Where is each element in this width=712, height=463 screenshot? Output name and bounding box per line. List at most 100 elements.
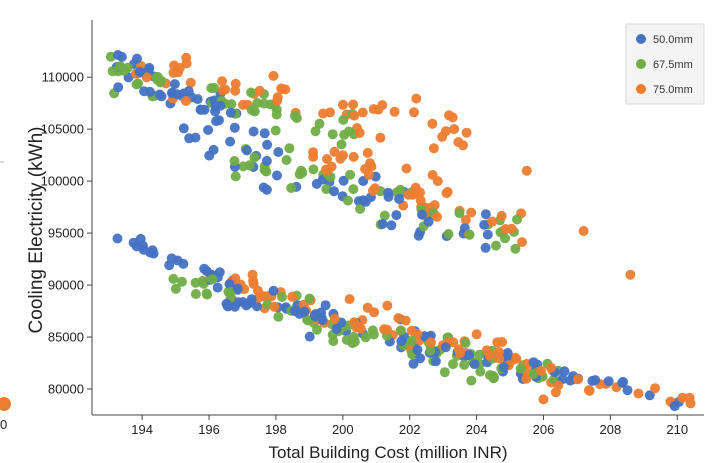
data-point-67-5mm [273,311,284,322]
data-point-75-0mm [185,77,196,88]
y-tick-label: 85000 [48,330,84,345]
data-point-75-0mm [444,110,454,121]
data-point-75-0mm [389,106,400,117]
data-point-50-0mm [391,210,402,221]
data-point-67-5mm [339,129,350,140]
data-point-75-0mm [181,96,191,106]
data-point-50-0mm [440,342,451,353]
x-tick-label: 196 [198,422,220,437]
data-point-50-0mm [360,196,371,207]
data-points [105,50,696,412]
data-point-75-0mm [411,93,422,104]
data-point-75-0mm [650,383,661,394]
data-point-75-0mm [382,300,393,311]
data-point-50-0mm [229,301,240,312]
data-point-50-0mm [199,263,210,274]
data-point-50-0mm [268,285,279,296]
y-axis-title: Cooling Electricity (kWh) [26,127,47,334]
data-point-50-0mm [208,144,219,155]
data-point-50-0mm [528,357,539,368]
data-point-50-0mm [482,229,493,240]
x-tick-label: 202 [399,422,421,437]
data-point-75-0mm [536,365,546,376]
data-point-67-5mm [345,169,356,180]
data-point-75-0mm [377,100,388,111]
x-tick-label: 204 [466,422,488,437]
data-point-75-0mm [484,350,495,361]
data-point-67-5mm [466,375,477,386]
data-point-50-0mm [386,220,397,231]
data-point-67-5mm [259,164,270,175]
data-point-67-5mm [406,335,417,346]
data-point-67-5mm [190,289,201,299]
data-point-75-0mm [217,76,228,87]
data-point-50-0mm [412,344,423,355]
data-point-75-0mm [584,385,595,396]
data-point-67-5mm [454,208,465,219]
y-tick-label: 80000 [48,382,84,397]
data-point-75-0mm [428,143,439,154]
x-tick-label: 194 [131,422,153,437]
data-point-50-0mm [590,375,601,386]
data-point-75-0mm [338,99,348,110]
data-point-75-0mm [494,353,505,364]
data-point-67-5mm [443,229,454,239]
x-axis: 194 196 198 200 202 204 206 208 210 [131,415,688,437]
data-point-50-0mm [480,242,491,253]
data-point-67-5mm [177,276,187,287]
data-point-67-5mm [151,72,162,83]
data-point-75-0mm [471,329,482,340]
data-point-50-0mm [248,126,259,137]
data-point-75-0mm [487,216,498,227]
data-point-50-0mm [430,356,441,367]
data-point-75-0mm [268,70,279,81]
data-point-67-5mm [277,292,287,302]
legend-marker [636,59,646,69]
data-point-67-5mm [510,243,521,254]
data-point-50-0mm [669,401,680,412]
data-point-75-0mm [348,99,359,110]
data-point-75-0mm [449,124,460,135]
data-point-75-0mm [375,132,386,143]
data-point-75-0mm [511,353,522,364]
cropped-legend-marker [0,397,11,411]
data-point-67-5mm [425,345,436,356]
data-point-50-0mm [417,209,427,220]
data-point-75-0mm [272,95,283,106]
data-point-67-5mm [460,338,471,348]
data-point-75-0mm [500,224,511,234]
data-point-75-0mm [427,118,438,129]
data-point-67-5mm [252,98,263,108]
data-point-50-0mm [299,306,310,317]
data-point-75-0mm [466,207,477,218]
data-point-67-5mm [448,359,458,370]
data-point-67-5mm [349,336,360,347]
data-point-50-0mm [241,145,252,156]
data-point-67-5mm [379,210,390,221]
x-tick-label: 210 [666,422,688,437]
data-point-50-0mm [320,300,331,311]
data-point-67-5mm [206,83,217,94]
data-point-75-0mm [363,169,374,180]
data-point-67-5mm [119,65,130,76]
legend-label: 50.0mm [653,34,693,46]
data-point-50-0mm [178,258,189,269]
data-point-75-0mm [684,392,695,403]
data-point-50-0mm [413,230,424,241]
data-point-67-5mm [338,114,349,125]
data-point-50-0mm [145,247,156,258]
data-point-50-0mm [229,122,240,133]
data-point-50-0mm [132,53,142,64]
data-point-75-0mm [432,176,443,187]
data-point-50-0mm [128,237,139,248]
data-point-75-0mm [269,301,280,312]
y-tick-label: 95000 [48,226,84,241]
data-point-50-0mm [383,187,394,198]
data-point-50-0mm [203,125,214,135]
data-point-50-0mm [144,62,155,73]
data-point-75-0mm [382,324,393,335]
data-point-75-0mm [169,60,180,71]
data-point-67-5mm [515,363,526,374]
data-point-67-5mm [249,152,260,163]
data-point-75-0mm [460,215,471,225]
